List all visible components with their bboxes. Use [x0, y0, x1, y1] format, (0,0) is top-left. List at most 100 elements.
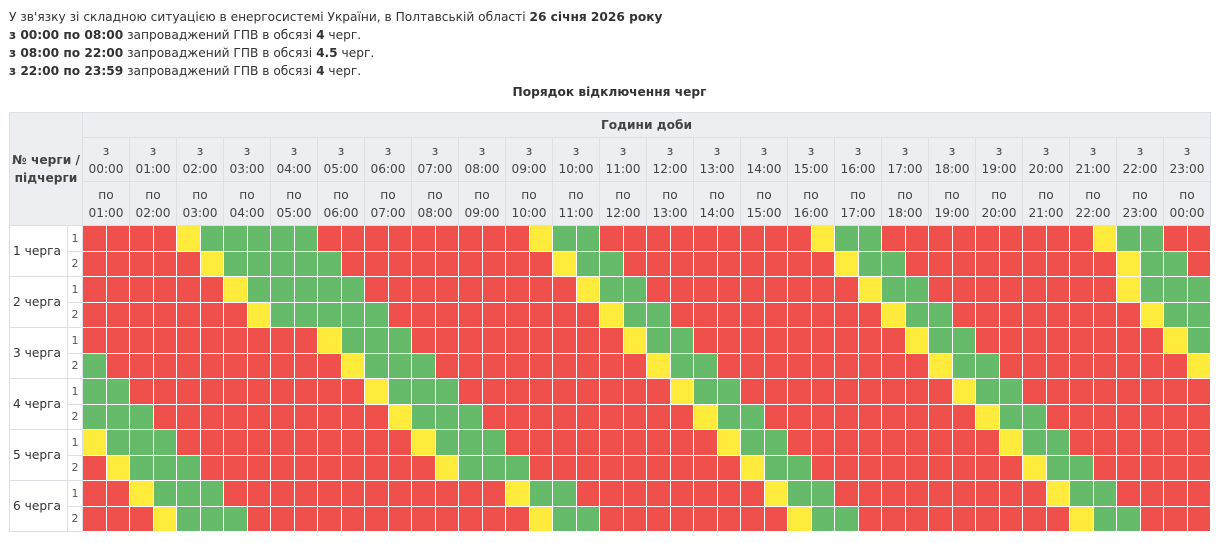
slot-power-off — [834, 327, 859, 354]
hour-to-header: по 22:00 — [1069, 181, 1117, 226]
slot-power-off — [1092, 403, 1117, 430]
schedule-title: Порядок відключення черг — [512, 85, 707, 99]
slot-power-off — [223, 480, 248, 507]
slot-power-off — [1022, 480, 1047, 507]
slot-power-off — [622, 429, 647, 456]
hour-from-header: з 08:00 — [458, 137, 506, 182]
slot-possible-off — [505, 480, 530, 507]
slot-power-off — [763, 378, 788, 405]
slot-power-off — [411, 505, 436, 532]
slot-power-on — [223, 225, 248, 252]
slot-power-off — [904, 378, 929, 405]
slot-power-off — [951, 454, 976, 481]
queue-label: 5 черга — [9, 429, 68, 481]
slot-power-off — [223, 327, 248, 354]
slot-power-on — [1022, 429, 1047, 456]
slot-power-off — [693, 480, 718, 507]
slot-possible-off — [881, 301, 906, 328]
slot-power-on — [951, 352, 976, 379]
slot-power-off — [387, 454, 412, 481]
slot-power-off — [1092, 276, 1117, 303]
slot-power-off — [411, 250, 436, 277]
slot-power-off — [881, 454, 906, 481]
slot-power-off — [481, 352, 506, 379]
slot-power-off — [528, 429, 553, 456]
slot-power-off — [599, 327, 624, 354]
hour-to-header: по 00:00 — [1163, 181, 1211, 226]
slot-possible-off — [763, 480, 788, 507]
slot-power-off — [669, 225, 694, 252]
slot-power-off — [740, 378, 765, 405]
slot-power-off — [669, 403, 694, 430]
slot-power-off — [340, 454, 365, 481]
slot-power-off — [105, 301, 130, 328]
slot-power-off — [340, 429, 365, 456]
slot-power-off — [1045, 225, 1070, 252]
slot-power-off — [928, 250, 953, 277]
slot-power-off — [105, 480, 130, 507]
slot-power-off — [340, 378, 365, 405]
hour-from-header: з 18:00 — [928, 137, 976, 182]
slot-power-off — [434, 225, 459, 252]
slot-power-on — [763, 454, 788, 481]
hour-from-header: з 11:00 — [599, 137, 647, 182]
slot-power-off — [129, 225, 154, 252]
slot-power-off — [387, 225, 412, 252]
slot-power-off — [1116, 429, 1141, 456]
slot-power-off — [810, 403, 835, 430]
slot-power-off — [458, 505, 483, 532]
slot-power-on — [693, 378, 718, 405]
slot-power-off — [575, 352, 600, 379]
slot-power-off — [552, 327, 577, 354]
slot-power-off — [1186, 378, 1211, 405]
slot-possible-off — [199, 250, 224, 277]
slot-power-off — [1163, 403, 1188, 430]
slot-power-off — [998, 454, 1023, 481]
slot-power-off — [646, 225, 671, 252]
slot-power-off — [1139, 429, 1164, 456]
slot-power-off — [481, 403, 506, 430]
slot-possible-off — [176, 225, 201, 252]
slot-power-off — [693, 225, 718, 252]
table-row: 4 черга 1 — [9, 378, 1211, 430]
slot-power-off — [975, 327, 1000, 354]
slot-power-on — [998, 403, 1023, 430]
slot-possible-off — [528, 505, 553, 532]
slot-power-on — [317, 276, 342, 303]
slot-power-off — [1163, 225, 1188, 252]
slot-possible-off — [928, 352, 953, 379]
hour-to-header: по 03:00 — [176, 181, 224, 226]
slot-possible-off — [317, 327, 342, 354]
slot-power-off — [998, 225, 1023, 252]
slot-power-off — [763, 276, 788, 303]
hour-to-header: по 15:00 — [740, 181, 788, 226]
slot-power-off — [834, 301, 859, 328]
slot-power-off — [82, 301, 107, 328]
slot-power-off — [458, 250, 483, 277]
slot-power-on — [434, 403, 459, 430]
slot-power-off — [575, 327, 600, 354]
slot-power-off — [270, 480, 295, 507]
slot-power-on — [552, 480, 577, 507]
slot-possible-off — [716, 429, 741, 456]
table-row: 2 черга 1 — [9, 276, 1211, 328]
slot-power-off — [975, 276, 1000, 303]
slot-possible-off — [1163, 327, 1188, 354]
slot-power-off — [293, 403, 318, 430]
slot-power-off — [928, 276, 953, 303]
schedule-table: № черги / підчерги Години доби з 00:00 з 01:0… — [9, 112, 1211, 532]
slot-power-off — [105, 327, 130, 354]
slot-power-on — [246, 225, 271, 252]
subqueue-label: 1 — [67, 327, 83, 354]
slot-power-off — [1186, 250, 1211, 277]
queue-label: 1 черга — [9, 225, 68, 277]
slot-possible-off — [1069, 505, 1094, 532]
slot-power-on — [199, 480, 224, 507]
slot-power-on — [199, 505, 224, 532]
slot-power-off — [904, 225, 929, 252]
slot-power-on — [1116, 505, 1141, 532]
slot-power-on — [317, 301, 342, 328]
schedule-table-wrapper: № черги / підчерги Години доби з 00:00 з 01:0… — [9, 112, 1219, 532]
slot-power-off — [599, 352, 624, 379]
hour-from-header: з 15:00 — [787, 137, 835, 182]
